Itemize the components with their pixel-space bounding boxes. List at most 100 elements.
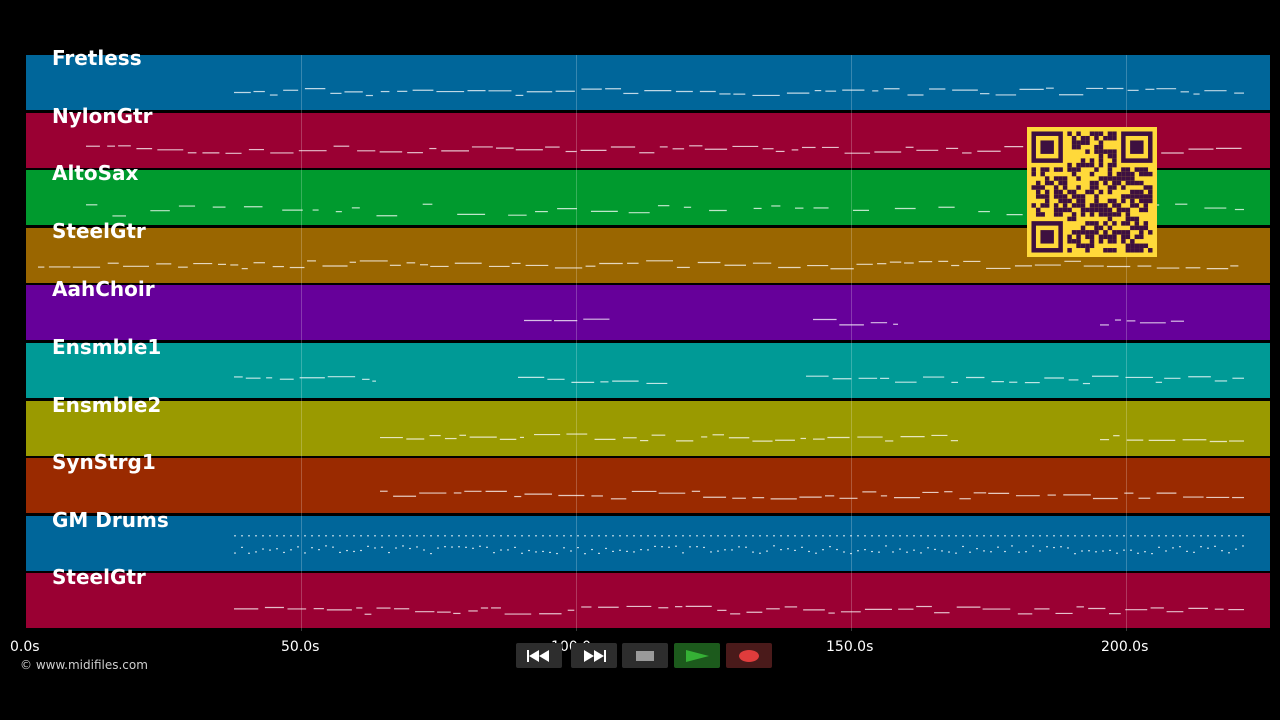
qr-module	[1107, 248, 1113, 253]
qr-module	[1107, 149, 1113, 154]
qr-module	[1139, 248, 1144, 253]
qr-module	[1089, 234, 1095, 240]
qr-module	[1143, 243, 1149, 249]
qr-module	[1143, 194, 1149, 199]
track-label: Ensmble1	[52, 335, 162, 359]
qr-module	[1080, 203, 1086, 208]
qr-module	[1130, 194, 1135, 199]
qr-module	[1076, 140, 1081, 145]
qr-module	[1107, 171, 1113, 177]
qr-module	[1089, 243, 1095, 249]
fast-forward-button[interactable]	[571, 643, 617, 668]
qr-module	[1112, 149, 1117, 154]
qr-module	[1148, 189, 1153, 195]
qr-module	[1089, 185, 1095, 190]
qr-module	[1112, 176, 1117, 181]
qr-module	[1112, 185, 1117, 190]
qr-module	[1103, 212, 1108, 217]
track-label: SteelGtr	[52, 565, 146, 589]
qr-module	[1125, 216, 1131, 222]
fast-forward-icon	[584, 649, 606, 662]
copyright-text: © www.midifiles.com	[20, 658, 148, 672]
track-label: AltoSax	[52, 161, 139, 185]
qr-module	[1094, 198, 1099, 204]
track-label: GM Drums	[52, 508, 169, 532]
qr-module	[1134, 216, 1140, 222]
time-tick-label: 200.0s	[1101, 639, 1149, 655]
qr-module	[1089, 207, 1095, 213]
qr-module	[1143, 185, 1149, 190]
qr-module	[1080, 198, 1086, 204]
qr-module	[1098, 203, 1104, 208]
qr-module	[1058, 212, 1063, 217]
qr-module	[1098, 153, 1104, 159]
qr-module	[1035, 180, 1041, 186]
qr-module	[1148, 194, 1153, 199]
qr-module	[1098, 158, 1104, 163]
track-label: Ensmble2	[52, 393, 162, 417]
qr-module	[1130, 180, 1135, 186]
qr-module	[1116, 176, 1122, 181]
qr-module	[1121, 185, 1126, 190]
qr-module	[1143, 171, 1149, 177]
track-lane-fretless	[26, 55, 1270, 110]
qr-code	[1027, 127, 1157, 257]
qr-module	[1031, 167, 1036, 172]
qr-module	[1067, 189, 1072, 195]
qr-module	[1071, 171, 1077, 177]
qr-module	[1067, 167, 1072, 172]
qr-module	[1134, 221, 1140, 226]
qr-module	[1094, 180, 1099, 186]
qr-module	[1107, 207, 1113, 213]
qr-module	[1040, 140, 1054, 154]
qr-module	[1094, 194, 1099, 199]
qr-module	[1067, 234, 1072, 240]
stop-icon	[636, 650, 654, 661]
qr-module	[1080, 194, 1086, 199]
qr-module	[1071, 203, 1077, 208]
qr-module	[1098, 234, 1104, 240]
qr-module	[1148, 185, 1153, 190]
qr-module	[1040, 212, 1045, 217]
rewind-button[interactable]	[516, 643, 562, 668]
qr-module	[1076, 185, 1081, 190]
qr-module	[1125, 171, 1131, 177]
qr-module	[1040, 185, 1045, 190]
qr-module	[1044, 180, 1050, 186]
record-button[interactable]	[726, 643, 772, 668]
qr-module	[1044, 189, 1050, 195]
qr-module	[1125, 230, 1131, 235]
qr-module	[1035, 194, 1041, 199]
qr-module	[1044, 203, 1050, 208]
qr-module	[1062, 176, 1068, 181]
qr-module	[1134, 194, 1140, 199]
qr-module	[1080, 230, 1086, 235]
qr-module	[1121, 194, 1126, 199]
track-label: SynStrg1	[52, 450, 156, 474]
qr-module	[1076, 167, 1081, 172]
qr-module	[1058, 207, 1063, 213]
stop-button[interactable]	[622, 643, 668, 668]
time-tick-label: 0.0s	[10, 639, 40, 655]
qr-module	[1040, 167, 1045, 172]
qr-module	[1089, 158, 1095, 163]
qr-module	[1076, 203, 1081, 208]
qr-module	[1053, 189, 1059, 195]
qr-module	[1125, 207, 1131, 213]
qr-module	[1089, 221, 1095, 226]
qr-module	[1035, 212, 1041, 217]
qr-module	[1058, 180, 1063, 186]
qr-module	[1071, 194, 1077, 199]
qr-module	[1112, 135, 1117, 141]
qr-module	[1098, 239, 1104, 244]
play-button[interactable]	[674, 643, 720, 668]
qr-module	[1139, 171, 1144, 177]
qr-module	[1107, 135, 1113, 141]
qr-module	[1103, 248, 1108, 253]
qr-module	[1076, 131, 1081, 136]
qr-module	[1053, 185, 1059, 190]
qr-module	[1031, 203, 1036, 208]
qr-module	[1121, 234, 1126, 240]
track-lane-gm-drums	[26, 515, 1270, 571]
track-lane-ensmble1	[26, 343, 1270, 398]
